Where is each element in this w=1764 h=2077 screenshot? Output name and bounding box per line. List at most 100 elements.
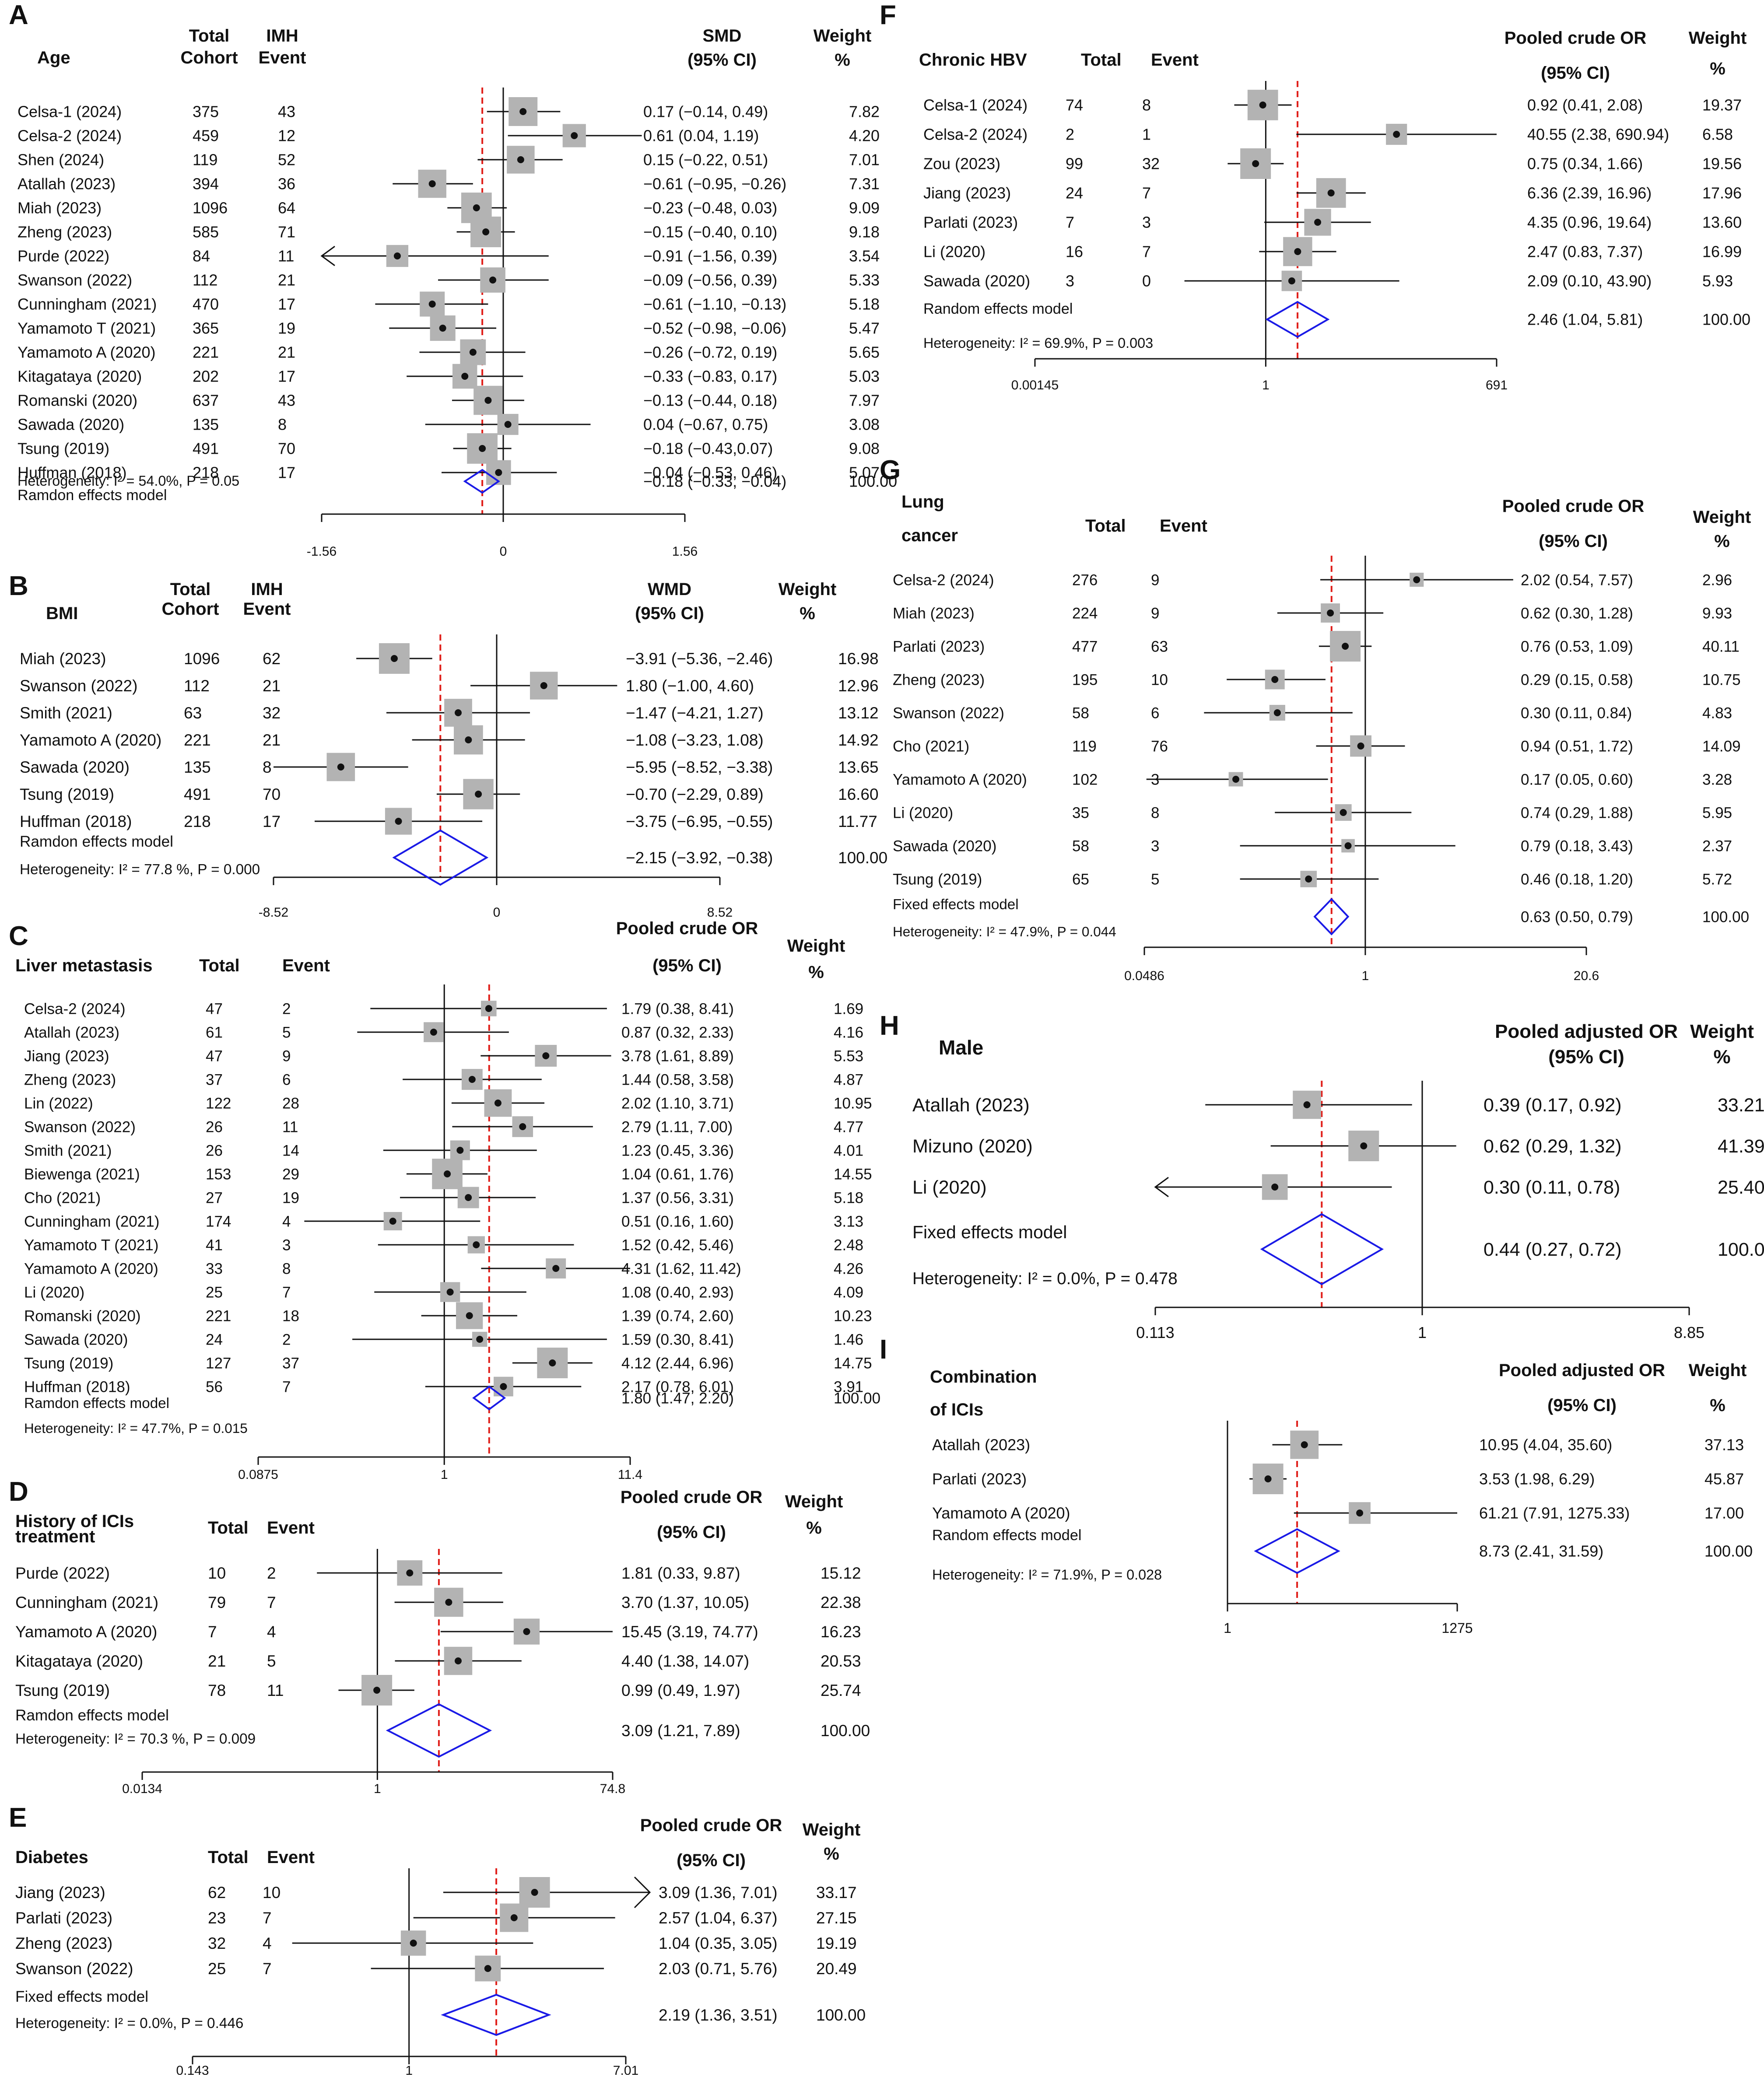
study-total: 32 <box>208 1934 226 1952</box>
point-estimate <box>1327 189 1335 196</box>
study-name: Sawada (2020) <box>20 758 130 776</box>
point-estimate <box>494 1100 501 1107</box>
header-total: Total <box>1081 50 1122 70</box>
point-estimate <box>500 1383 507 1390</box>
study-total: 470 <box>193 295 219 313</box>
study-event: 5 <box>267 1652 276 1670</box>
x-tick-label: 1 <box>1418 1324 1427 1341</box>
heterogeneity-text: Heterogeneity: I² = 77.8 %, P = 0.000 <box>20 862 260 878</box>
study-estimate: 3.70 (1.37, 10.05) <box>621 1594 749 1611</box>
study-name: Cunningham (2021) <box>18 295 157 313</box>
study-event: 8 <box>1142 96 1151 114</box>
study-total: 135 <box>193 416 219 434</box>
study-name: Yamamoto A (2020) <box>24 1260 158 1277</box>
study-row: Kitagataya (2020) 21 5 4.40 (1.38, 14.07) 20… <box>15 1646 861 1675</box>
study-total: 41 <box>206 1236 223 1254</box>
study-row: Miah (2023) 1096 62 −3.91 (−5.36, −2.46) 16.… <box>20 643 879 674</box>
study-weight: 13.60 <box>1702 214 1742 231</box>
heterogeneity-text: Heterogeneity: I² = 69.9%, P = 0.003 <box>923 335 1153 351</box>
study-name: Huffman (2018) <box>20 813 132 830</box>
study-event: 32 <box>263 704 281 722</box>
point-estimate <box>1342 643 1349 650</box>
pooled-row: 8.73 (2.41, 31.59) 100.00 <box>1254 1528 1753 1574</box>
study-row: Romanski (2020) 637 43 −0.13 (−0.44, 0.18) 7… <box>18 385 880 415</box>
ci-arrow <box>320 245 335 266</box>
study-weight: 13.12 <box>838 704 879 722</box>
study-row: Cunningham (2021) 174 4 0.51 (0.16, 1.60) 3.… <box>24 1212 863 1230</box>
study-row: Cho (2021) 119 76 0.94 (0.51, 1.72) 14.09 <box>893 735 1741 757</box>
point-estimate <box>465 1194 472 1201</box>
study-row: Zheng (2023) 195 10 0.29 (0.15, 0.58) 10.75 <box>893 669 1741 690</box>
study-estimate: −0.26 (−0.72, 0.19) <box>643 343 777 361</box>
study-estimate: 0.61 (0.04, 1.19) <box>643 127 759 145</box>
study-total: 221 <box>206 1307 231 1324</box>
panel-title: Lung cancer <box>901 492 958 545</box>
header-event: Event <box>267 1848 315 1867</box>
study-name: Mizuno (2020) <box>912 1136 1033 1157</box>
pooled-diamond <box>1313 898 1350 935</box>
study-estimate: 0.17 (−0.14, 0.49) <box>643 103 768 121</box>
study-total: 221 <box>193 343 219 361</box>
study-weight: 14.92 <box>838 731 879 749</box>
study-event: 7 <box>1142 243 1151 261</box>
point-estimate <box>1393 131 1400 138</box>
study-row: Li (2020) 35 8 0.74 (0.29, 1.88) 5.95 <box>893 804 1732 821</box>
study-name: Li (2020) <box>24 1284 84 1301</box>
header-estimate: WMD (95% CI) <box>635 580 704 623</box>
study-total: 122 <box>206 1095 231 1112</box>
study-estimate: −0.52 (−0.98, −0.06) <box>643 319 786 337</box>
model-label: Ramdon effects model <box>20 833 173 850</box>
point-estimate <box>1305 876 1312 883</box>
study-row: Sawada (2020) 135 8 0.04 (−0.67, 0.75) 3.08 <box>18 413 880 435</box>
x-tick-label: 0.0875 <box>238 1468 278 1482</box>
study-weight: 45.87 <box>1704 1470 1744 1488</box>
study-estimate: 0.30 (0.11, 0.78) <box>1483 1177 1620 1198</box>
study-event: 52 <box>278 151 295 169</box>
study-event: 4 <box>267 1623 276 1641</box>
study-event: 11 <box>282 1118 298 1135</box>
study-name: Yamamoto A (2020) <box>20 731 161 749</box>
study-event: 14 <box>282 1142 299 1159</box>
study-estimate: 6.36 (2.39, 16.96) <box>1527 184 1652 202</box>
header-total: Total Cohort <box>180 26 238 67</box>
study-total: 637 <box>193 392 219 410</box>
study-weight: 16.60 <box>838 785 879 803</box>
study-weight: 4.26 <box>834 1260 863 1277</box>
point-estimate <box>469 349 477 356</box>
study-event: 11 <box>278 247 294 265</box>
study-total: 37 <box>206 1071 223 1088</box>
study-weight: 2.48 <box>834 1236 863 1254</box>
study-row: Parlati (2023) 3.53 (1.98, 6.29) 45.87 <box>932 1464 1744 1494</box>
study-event: 70 <box>278 440 295 458</box>
study-estimate: 1.81 (0.33, 9.87) <box>621 1564 740 1582</box>
study-event: 21 <box>278 271 295 289</box>
point-estimate <box>476 1336 484 1343</box>
panel-letter: C <box>9 921 28 951</box>
model-label: Random effects model <box>932 1527 1081 1544</box>
point-estimate <box>410 1940 417 1947</box>
study-row: Yamamoto A (2020) 221 21 −1.08 (−3.23, 1.08… <box>20 725 879 755</box>
study-name: Kitagataya (2020) <box>15 1652 143 1670</box>
study-total: 56 <box>206 1378 223 1395</box>
point-estimate <box>482 228 490 235</box>
study-name: Swanson (2022) <box>20 677 137 695</box>
study-name: Tsung (2019) <box>18 440 109 458</box>
study-estimate: −1.08 (−3.23, 1.08) <box>626 731 764 749</box>
study-name: Swanson (2022) <box>24 1118 136 1135</box>
study-estimate: 0.46 (0.18, 1.20) <box>1521 871 1633 888</box>
study-weight: 14.75 <box>834 1355 872 1372</box>
point-estimate <box>1360 1142 1368 1149</box>
ci-arrow <box>634 1876 651 1909</box>
study-event: 8 <box>278 416 287 434</box>
x-tick-label: 691 <box>1486 378 1508 392</box>
study-estimate: −0.15 (−0.40, 0.10) <box>643 223 777 241</box>
heterogeneity-text: Heterogeneity: I² = 54.0%, P = 0.05 <box>18 473 239 489</box>
panel-title: Male <box>939 1036 983 1059</box>
point-estimate <box>393 252 401 259</box>
model-label: Fixed effects model <box>893 897 1019 913</box>
pooled-weight: 100.00 <box>834 1390 880 1407</box>
point-estimate <box>461 373 469 380</box>
study-estimate: −0.18 (−0.43,0.07) <box>643 440 773 458</box>
heterogeneity-text: Heterogeneity: I² = 47.7%, P = 0.015 <box>24 1420 248 1436</box>
